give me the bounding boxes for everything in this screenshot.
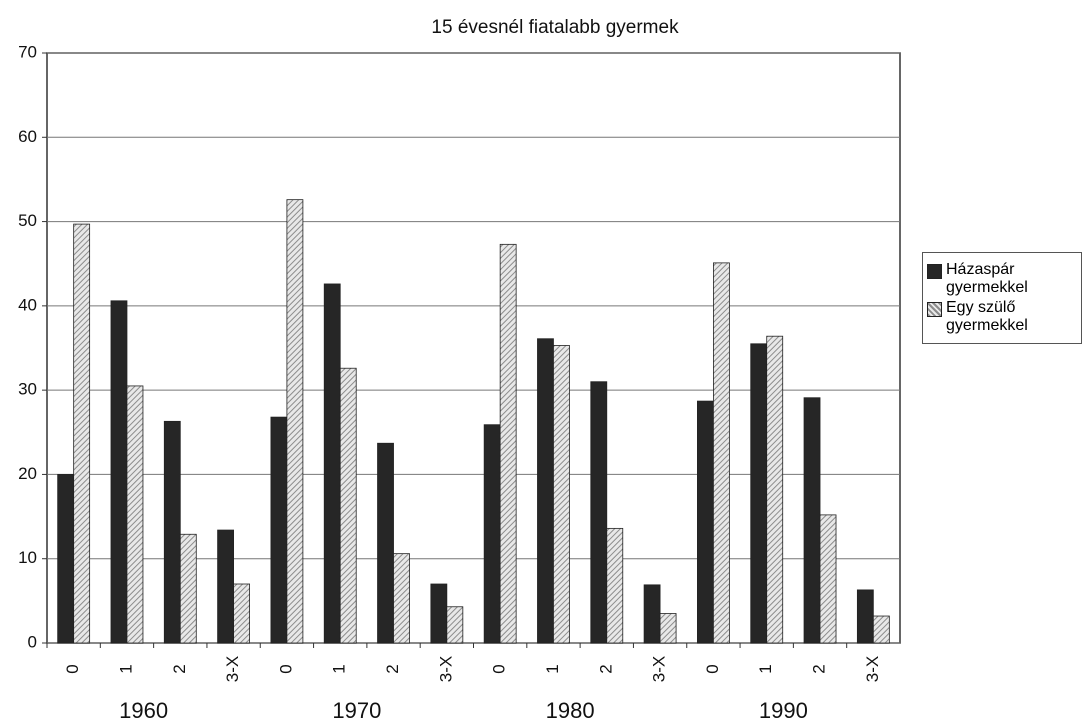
bar xyxy=(856,589,874,644)
y-tick-label: 50 xyxy=(18,211,37,230)
bar xyxy=(483,424,501,644)
y-tick-label: 20 xyxy=(18,464,37,483)
x-tick-label: 1 xyxy=(330,664,349,673)
bar xyxy=(393,553,410,644)
bar xyxy=(233,583,250,644)
bar xyxy=(643,584,661,644)
bar xyxy=(126,385,144,644)
y-tick-label: 0 xyxy=(28,632,37,651)
x-tick-label: 1 xyxy=(543,664,562,673)
legend-swatch xyxy=(927,264,942,279)
bar xyxy=(430,583,448,644)
bar xyxy=(499,243,517,644)
bar xyxy=(110,300,128,644)
legend-item: Házaspár gyermekkel xyxy=(927,261,1077,297)
bar xyxy=(73,223,91,644)
bar xyxy=(590,381,608,644)
x-tick-label: 0 xyxy=(63,664,82,673)
y-tick-label: 10 xyxy=(18,548,37,567)
legend-item: Egy szülő gyermekkel xyxy=(927,299,1077,335)
bar xyxy=(537,338,554,644)
bar xyxy=(553,345,570,644)
bar xyxy=(270,416,288,644)
y-tick-label: 40 xyxy=(18,295,37,314)
chart-title: 15 évesnél fiatalabb gyermek xyxy=(431,17,679,38)
bar xyxy=(750,343,768,644)
x-tick-label: 0 xyxy=(703,664,722,673)
bar xyxy=(446,606,464,644)
bar xyxy=(659,613,677,644)
legend: Házaspár gyermekkel Egy szülő gyermekkel xyxy=(922,252,1082,344)
x-tick-label: 3-X xyxy=(436,656,455,682)
bar xyxy=(803,397,821,644)
bar xyxy=(872,615,890,644)
x-tick-label: 2 xyxy=(810,664,829,673)
y-tick-label: 60 xyxy=(18,127,37,146)
bar xyxy=(697,400,714,644)
y-tick-label: 30 xyxy=(18,380,37,399)
bar xyxy=(713,262,730,644)
x-tick-label: 0 xyxy=(490,664,509,673)
x-tick-label: 2 xyxy=(596,664,615,673)
x-tick-label: 3-X xyxy=(863,656,882,682)
x-tick-label: 2 xyxy=(383,664,402,673)
bar xyxy=(766,335,784,644)
group-label: 1980 xyxy=(546,698,595,723)
bar xyxy=(323,283,341,644)
bar xyxy=(217,529,234,644)
x-tick-label: 2 xyxy=(170,664,189,673)
legend-swatch xyxy=(927,302,942,317)
group-label: 1970 xyxy=(332,698,381,723)
group-label: 1990 xyxy=(759,698,808,723)
bar xyxy=(286,199,304,644)
bar xyxy=(377,442,394,644)
bar xyxy=(819,514,837,644)
x-tick-label: 3-X xyxy=(223,656,242,682)
group-label: 1960 xyxy=(119,698,168,723)
legend-label: Házaspár gyermekkel xyxy=(946,261,1028,296)
bar xyxy=(179,533,197,644)
legend-label: Egy szülő gyermekkel xyxy=(946,299,1028,334)
bar xyxy=(606,527,624,644)
bar xyxy=(57,474,75,644)
y-tick-label: 70 xyxy=(18,42,37,61)
bar xyxy=(339,367,357,644)
x-tick-label: 3-X xyxy=(650,656,669,682)
x-tick-label: 1 xyxy=(116,664,135,673)
x-tick-label: 0 xyxy=(276,664,295,673)
x-tick-label: 1 xyxy=(756,664,775,673)
bar xyxy=(163,420,181,644)
